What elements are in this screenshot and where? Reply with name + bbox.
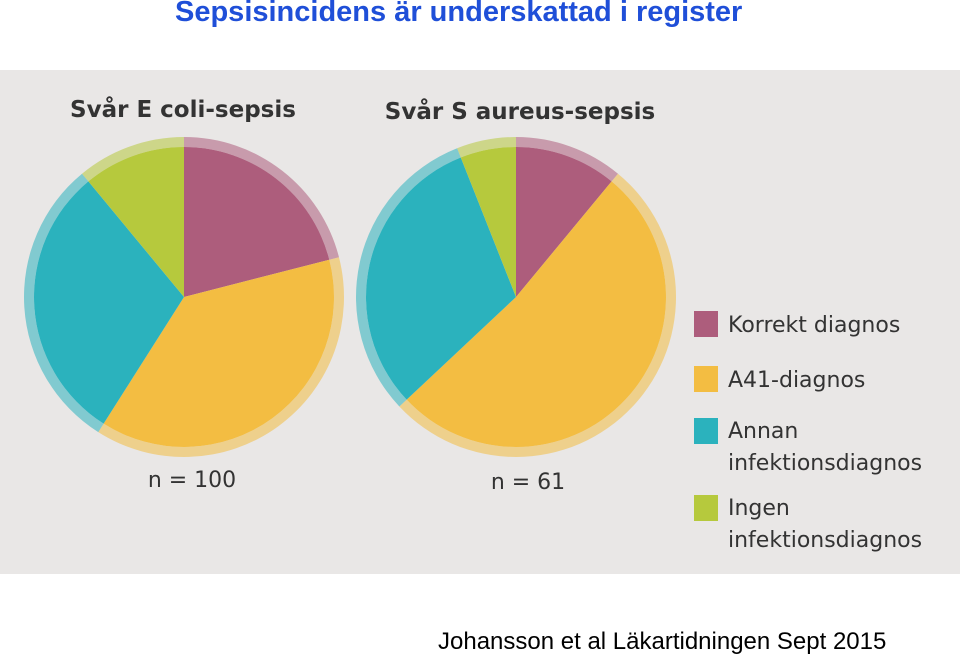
pie-slice-rim: [23, 173, 104, 433]
pie-slice: [33, 181, 184, 424]
pie-slice: [88, 147, 184, 297]
legend-label: infektionsdiagnos: [728, 528, 922, 553]
pie-slice: [516, 147, 612, 297]
legend-item-korrekt: Korrekt diagnos: [694, 311, 900, 338]
pie-slice-rim: [399, 173, 677, 458]
page-title: Sepsisincidens är underskattad i registe…: [175, 0, 743, 28]
legend-swatch: [694, 495, 718, 521]
legend-swatch: [694, 311, 718, 337]
pie-slice: [365, 157, 516, 400]
legend-item-ingen: Ingen infektionsdiagnos: [694, 495, 922, 553]
legend-label: Annan: [728, 419, 798, 444]
pie-slice: [184, 147, 330, 297]
pie-slice: [406, 181, 666, 447]
pie-title: Svår E coli-sepsis: [70, 96, 296, 123]
legend-swatch: [694, 366, 718, 392]
legend-item-a41: A41-diagnos: [694, 366, 865, 393]
legend: Korrekt diagnos A41-diagnos Annan infekt…: [694, 311, 922, 553]
pie-slice-rim: [98, 257, 344, 457]
legend-item-annan: Annan infektionsdiagnos: [694, 418, 922, 476]
pie-slice-rim: [457, 137, 516, 158]
legend-label: A41-diagnos: [728, 368, 865, 393]
pie-slice-rim: [82, 137, 184, 182]
n-label: n = 100: [148, 468, 236, 493]
citation: Johansson et al Läkartidningen Sept 2015: [438, 628, 887, 655]
legend-label: Korrekt diagnos: [728, 313, 900, 338]
pie-slice-rim: [516, 137, 618, 182]
pie-slice: [460, 147, 516, 297]
pie-slice: [103, 259, 335, 448]
pie-slice-rim: [356, 148, 461, 407]
pie-chart-e-coli: Svår E coli-sepsis n = 100: [23, 96, 344, 493]
n-label: n = 61: [491, 470, 565, 495]
legend-label: infektionsdiagnos: [728, 451, 922, 476]
legend-swatch: [694, 418, 718, 444]
legend-label: Ingen: [728, 496, 790, 521]
pie-chart-s-aureus: Svår S aureus-sepsis n = 61: [356, 98, 677, 495]
pie-title: Svår S aureus-sepsis: [385, 98, 655, 125]
pie-slice-rim: [184, 137, 339, 260]
